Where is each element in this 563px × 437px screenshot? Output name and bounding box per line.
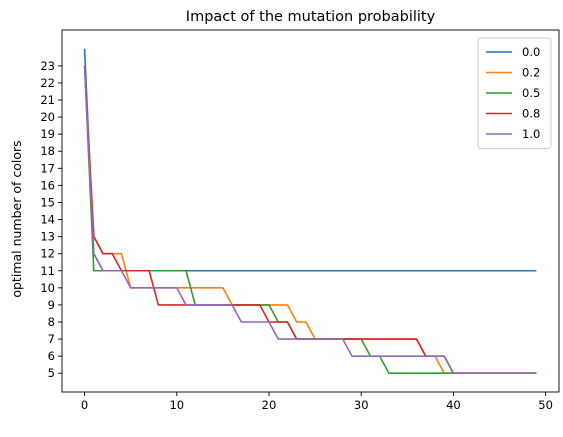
y-tick-label: 23 — [40, 59, 55, 73]
legend-label-0.5: 0.5 — [522, 86, 540, 100]
series-line-1.0 — [83, 65, 537, 375]
y-tick-label: 17 — [40, 161, 55, 175]
y-tick-label: 9 — [48, 298, 55, 312]
legend-label-0.0: 0.0 — [522, 45, 540, 59]
legend-box — [477, 37, 552, 149]
chart-title: Impact of the mutation probability — [186, 9, 436, 25]
y-tick-label: 19 — [40, 127, 55, 141]
y-axis-label: optimal number of colors — [9, 140, 24, 297]
legend-label-0.2: 0.2 — [522, 66, 540, 80]
y-tick-label: 21 — [40, 93, 55, 107]
x-tick-label: 10 — [169, 398, 184, 412]
x-tick-label: 50 — [538, 398, 553, 412]
y-tick-label: 11 — [40, 264, 55, 278]
axes-frame — [61, 29, 560, 393]
y-tick-label: 5 — [48, 366, 55, 380]
y-tick-label: 15 — [40, 195, 55, 209]
x-tick-label: 20 — [262, 398, 277, 412]
y-tick-label: 6 — [48, 349, 55, 363]
y-tick-label: 14 — [40, 213, 55, 227]
y-tick-label: 10 — [40, 281, 55, 295]
x-tick-label: 30 — [354, 398, 369, 412]
legend-label-1.0: 1.0 — [522, 127, 540, 141]
y-tick-label: 12 — [40, 247, 55, 261]
legend-label-0.8: 0.8 — [522, 107, 540, 121]
x-tick-label: 0 — [81, 398, 88, 412]
y-tick-label: 22 — [40, 76, 55, 90]
y-tick-label: 7 — [48, 332, 55, 346]
y-tick-label: 8 — [48, 315, 55, 329]
y-tick-label: 13 — [40, 230, 55, 244]
plot-area: 0 10 20 30 40 50 5 6 7 8 9 10 11 12 13 14 15 16 17 18 19 20 21… — [40, 29, 560, 412]
y-tick-label: 18 — [40, 144, 55, 158]
x-tick-label: 40 — [446, 398, 461, 412]
y-tick-label: 16 — [40, 178, 55, 192]
y-tick-label: 20 — [40, 110, 55, 124]
